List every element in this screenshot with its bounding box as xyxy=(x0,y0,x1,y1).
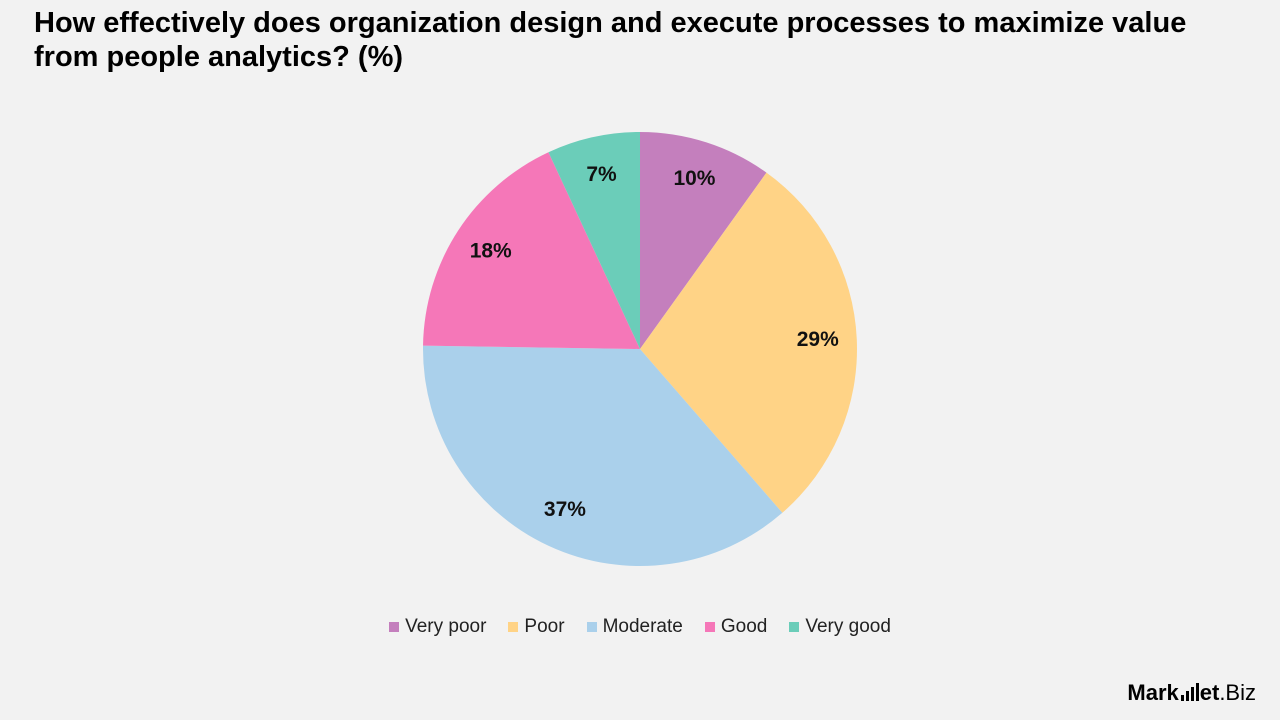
brand-logo: Mark et .Biz xyxy=(1127,680,1256,705)
legend-item-good[interactable]: Good xyxy=(704,616,768,638)
legend-item-very-good[interactable]: Very good xyxy=(789,616,891,638)
legend-label-moderate: Moderate xyxy=(602,616,683,637)
data-label-good: 18% xyxy=(470,240,512,263)
legend-item-moderate[interactable]: Moderate xyxy=(586,616,683,638)
legend-label-poor: Poor xyxy=(524,616,565,637)
legend-label-very-good: Very good xyxy=(805,616,891,637)
data-label-moderate: 37% xyxy=(544,498,586,521)
bar-chart-icon xyxy=(1180,683,1199,701)
data-label-very-good: 7% xyxy=(586,163,617,186)
legend-swatch-very-poor xyxy=(389,622,400,632)
pie-slice-poor[interactable] xyxy=(640,172,857,513)
legend: Very poor Poor Moderate Good Very good xyxy=(0,616,1280,638)
pie-slice-very-poor[interactable] xyxy=(640,132,767,349)
legend-item-poor[interactable]: Poor xyxy=(508,616,565,638)
legend-item-very-poor[interactable]: Very poor xyxy=(389,616,486,638)
legend-swatch-good xyxy=(704,622,715,632)
legend-swatch-very-good xyxy=(789,622,800,632)
chart-title: How effectively does organization design… xyxy=(34,7,1187,73)
pie-slice-moderate[interactable] xyxy=(423,345,783,566)
legend-label-good: Good xyxy=(720,616,768,637)
data-label-poor: 29% xyxy=(797,328,839,351)
legend-swatch-moderate xyxy=(586,622,597,632)
pie-slice-good[interactable] xyxy=(423,152,640,349)
pie-slice-very-good[interactable] xyxy=(548,132,640,349)
data-label-very-poor: 10% xyxy=(673,167,715,190)
legend-label-very-poor: Very poor xyxy=(405,616,487,637)
legend-swatch-poor xyxy=(508,622,519,632)
